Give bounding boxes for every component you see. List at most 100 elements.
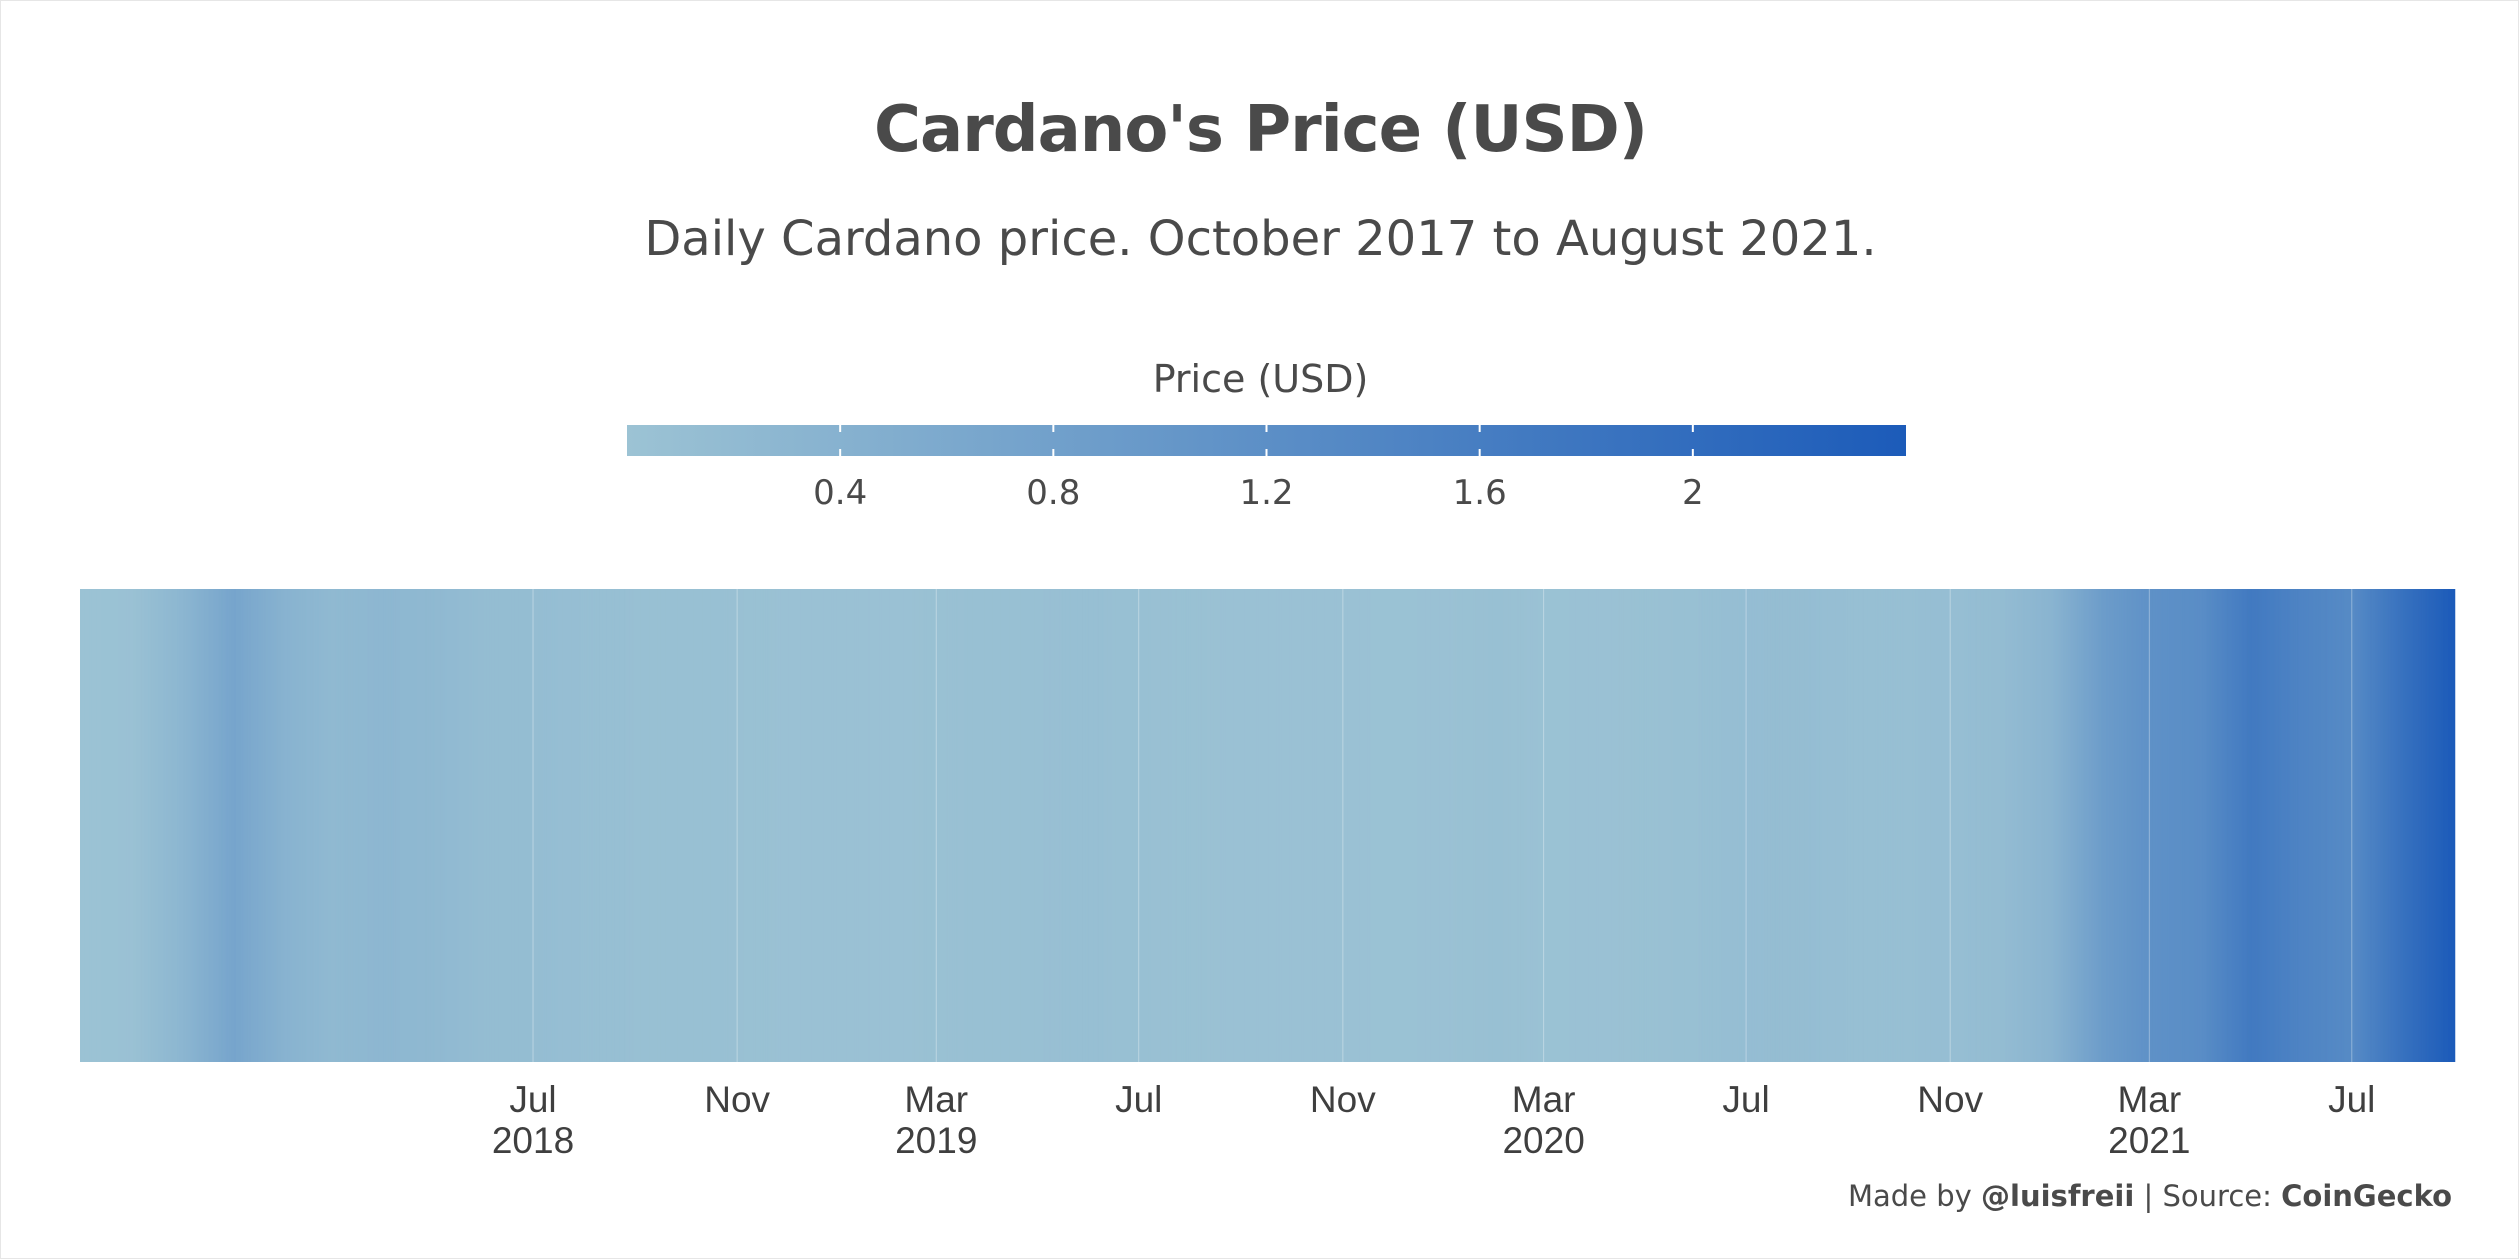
heatmap-cell <box>1273 589 1276 1062</box>
heatmap-cell <box>833 589 836 1062</box>
heatmap-cell <box>2301 589 2305 1062</box>
heatmap-cell <box>1221 589 1224 1062</box>
heatmap-cell <box>620 589 624 1062</box>
heatmap-cell <box>2137 589 2140 1062</box>
heatmap-cell <box>2099 589 2102 1062</box>
heatmap-cell <box>969 589 972 1062</box>
heatmap-cell <box>466 589 469 1062</box>
heatmap-cell <box>2270 589 2273 1062</box>
heatmap-cell <box>2064 589 2067 1062</box>
heatmap-cell <box>1074 589 1077 1062</box>
heatmap-cell <box>2107 589 2111 1062</box>
heatmap-cell <box>149 589 152 1062</box>
heatmap-cell <box>2006 589 2009 1062</box>
heatmap-cell <box>2303 589 2306 1062</box>
heatmap-cell <box>1346 589 1349 1062</box>
heatmap-cell <box>1435 589 1439 1062</box>
heatmap-cell <box>1639 589 1643 1062</box>
heatmap-cell <box>617 589 620 1062</box>
heatmap-cell <box>2384 589 2388 1062</box>
heatmap-cell <box>2348 589 2351 1062</box>
heatmap-cell <box>1289 589 1292 1062</box>
heatmap-cell <box>999 589 1002 1062</box>
heatmap-cell <box>1631 589 1634 1062</box>
heatmap-cell <box>639 589 642 1062</box>
heatmap-cell <box>1127 589 1130 1062</box>
heatmap-cell <box>217 589 220 1062</box>
heatmap-cell <box>1226 589 1229 1062</box>
heatmap-cell <box>1898 589 1902 1062</box>
heatmap-cell <box>1095 589 1098 1062</box>
heatmap-cell <box>1731 589 1734 1062</box>
heatmap-cell <box>803 589 806 1062</box>
heatmap-cell <box>2003 589 2006 1062</box>
heatmap-cell <box>2102 589 2106 1062</box>
heatmap-cell <box>1007 589 1010 1062</box>
heatmap-cell <box>984 589 987 1062</box>
heatmap-cell <box>1271 589 1274 1062</box>
heatmap-cell <box>1432 589 1435 1062</box>
heatmap-cell <box>1052 589 1055 1062</box>
heatmap-cell <box>619 589 622 1062</box>
heatmap-cell <box>579 589 582 1062</box>
heatmap-cell <box>607 589 610 1062</box>
heatmap-cell <box>1467 589 1470 1062</box>
heatmap-cell <box>1472 589 1475 1062</box>
heatmap-cell <box>133 589 136 1062</box>
heatmap-cell <box>574 589 577 1062</box>
heatmap-cell <box>966 589 969 1062</box>
heatmap-cell <box>1724 589 1727 1062</box>
heatmap-cell <box>712 589 715 1062</box>
heatmap-cell <box>786 589 790 1062</box>
heatmap-cell <box>1576 589 1580 1062</box>
heatmap-cell <box>231 589 234 1062</box>
heatmap-cell <box>1110 589 1113 1062</box>
chart-title: Cardano's Price (USD) <box>874 93 1648 167</box>
heatmap-cell <box>84 589 88 1062</box>
heatmap-cell <box>967 589 971 1062</box>
heatmap-cell <box>718 589 722 1062</box>
heatmap-cell <box>2300 589 2303 1062</box>
heatmap-cell <box>237 589 240 1062</box>
heatmap-cell <box>762 589 765 1062</box>
heatmap-cell <box>997 589 1000 1062</box>
heatmap-cell <box>1727 589 1731 1062</box>
heatmap-cell <box>307 589 310 1062</box>
heatmap-cell <box>1130 589 1133 1062</box>
heatmap-cell <box>793 589 796 1062</box>
heatmap-cell <box>1415 589 1419 1062</box>
heatmap-cell <box>1980 589 1983 1062</box>
heatmap-cell <box>416 589 420 1062</box>
heatmap-cell <box>1437 589 1440 1062</box>
heatmap-cell <box>1037 589 1040 1062</box>
heatmap-cell <box>2376 589 2379 1062</box>
heatmap-cell <box>338 589 342 1062</box>
heatmap-cell <box>1266 589 1269 1062</box>
heatmap-cell <box>572 589 576 1062</box>
heatmap-cell <box>2046 589 2049 1062</box>
heatmap-cell <box>1744 589 1747 1062</box>
heatmap-cell <box>1873 589 1877 1062</box>
heatmap-cell <box>1281 589 1284 1062</box>
heatmap <box>80 589 2456 1062</box>
heatmap-cell <box>848 589 851 1062</box>
heatmap-cell <box>2426 589 2429 1062</box>
heatmap-cell <box>992 589 995 1062</box>
heatmap-cell <box>1170 589 1173 1062</box>
heatmap-cell <box>323 589 327 1062</box>
heatmap-cell <box>1842 589 1845 1062</box>
heatmap-cell <box>1390 589 1394 1062</box>
heatmap-cell <box>436 589 440 1062</box>
heatmap-cell <box>262 589 265 1062</box>
heatmap-cell <box>760 589 763 1062</box>
heatmap-cell <box>2164 589 2167 1062</box>
heatmap-cell <box>1035 589 1039 1062</box>
heatmap-cell <box>1092 589 1095 1062</box>
heatmap-cell <box>1341 589 1344 1062</box>
heatmap-cell <box>1761 589 1764 1062</box>
heatmap-cell <box>382 589 385 1062</box>
heatmap-cell <box>481 589 484 1062</box>
heatmap-cell <box>2222 589 2225 1062</box>
heatmap-cell <box>1200 589 1203 1062</box>
heatmap-cell <box>1571 589 1575 1062</box>
